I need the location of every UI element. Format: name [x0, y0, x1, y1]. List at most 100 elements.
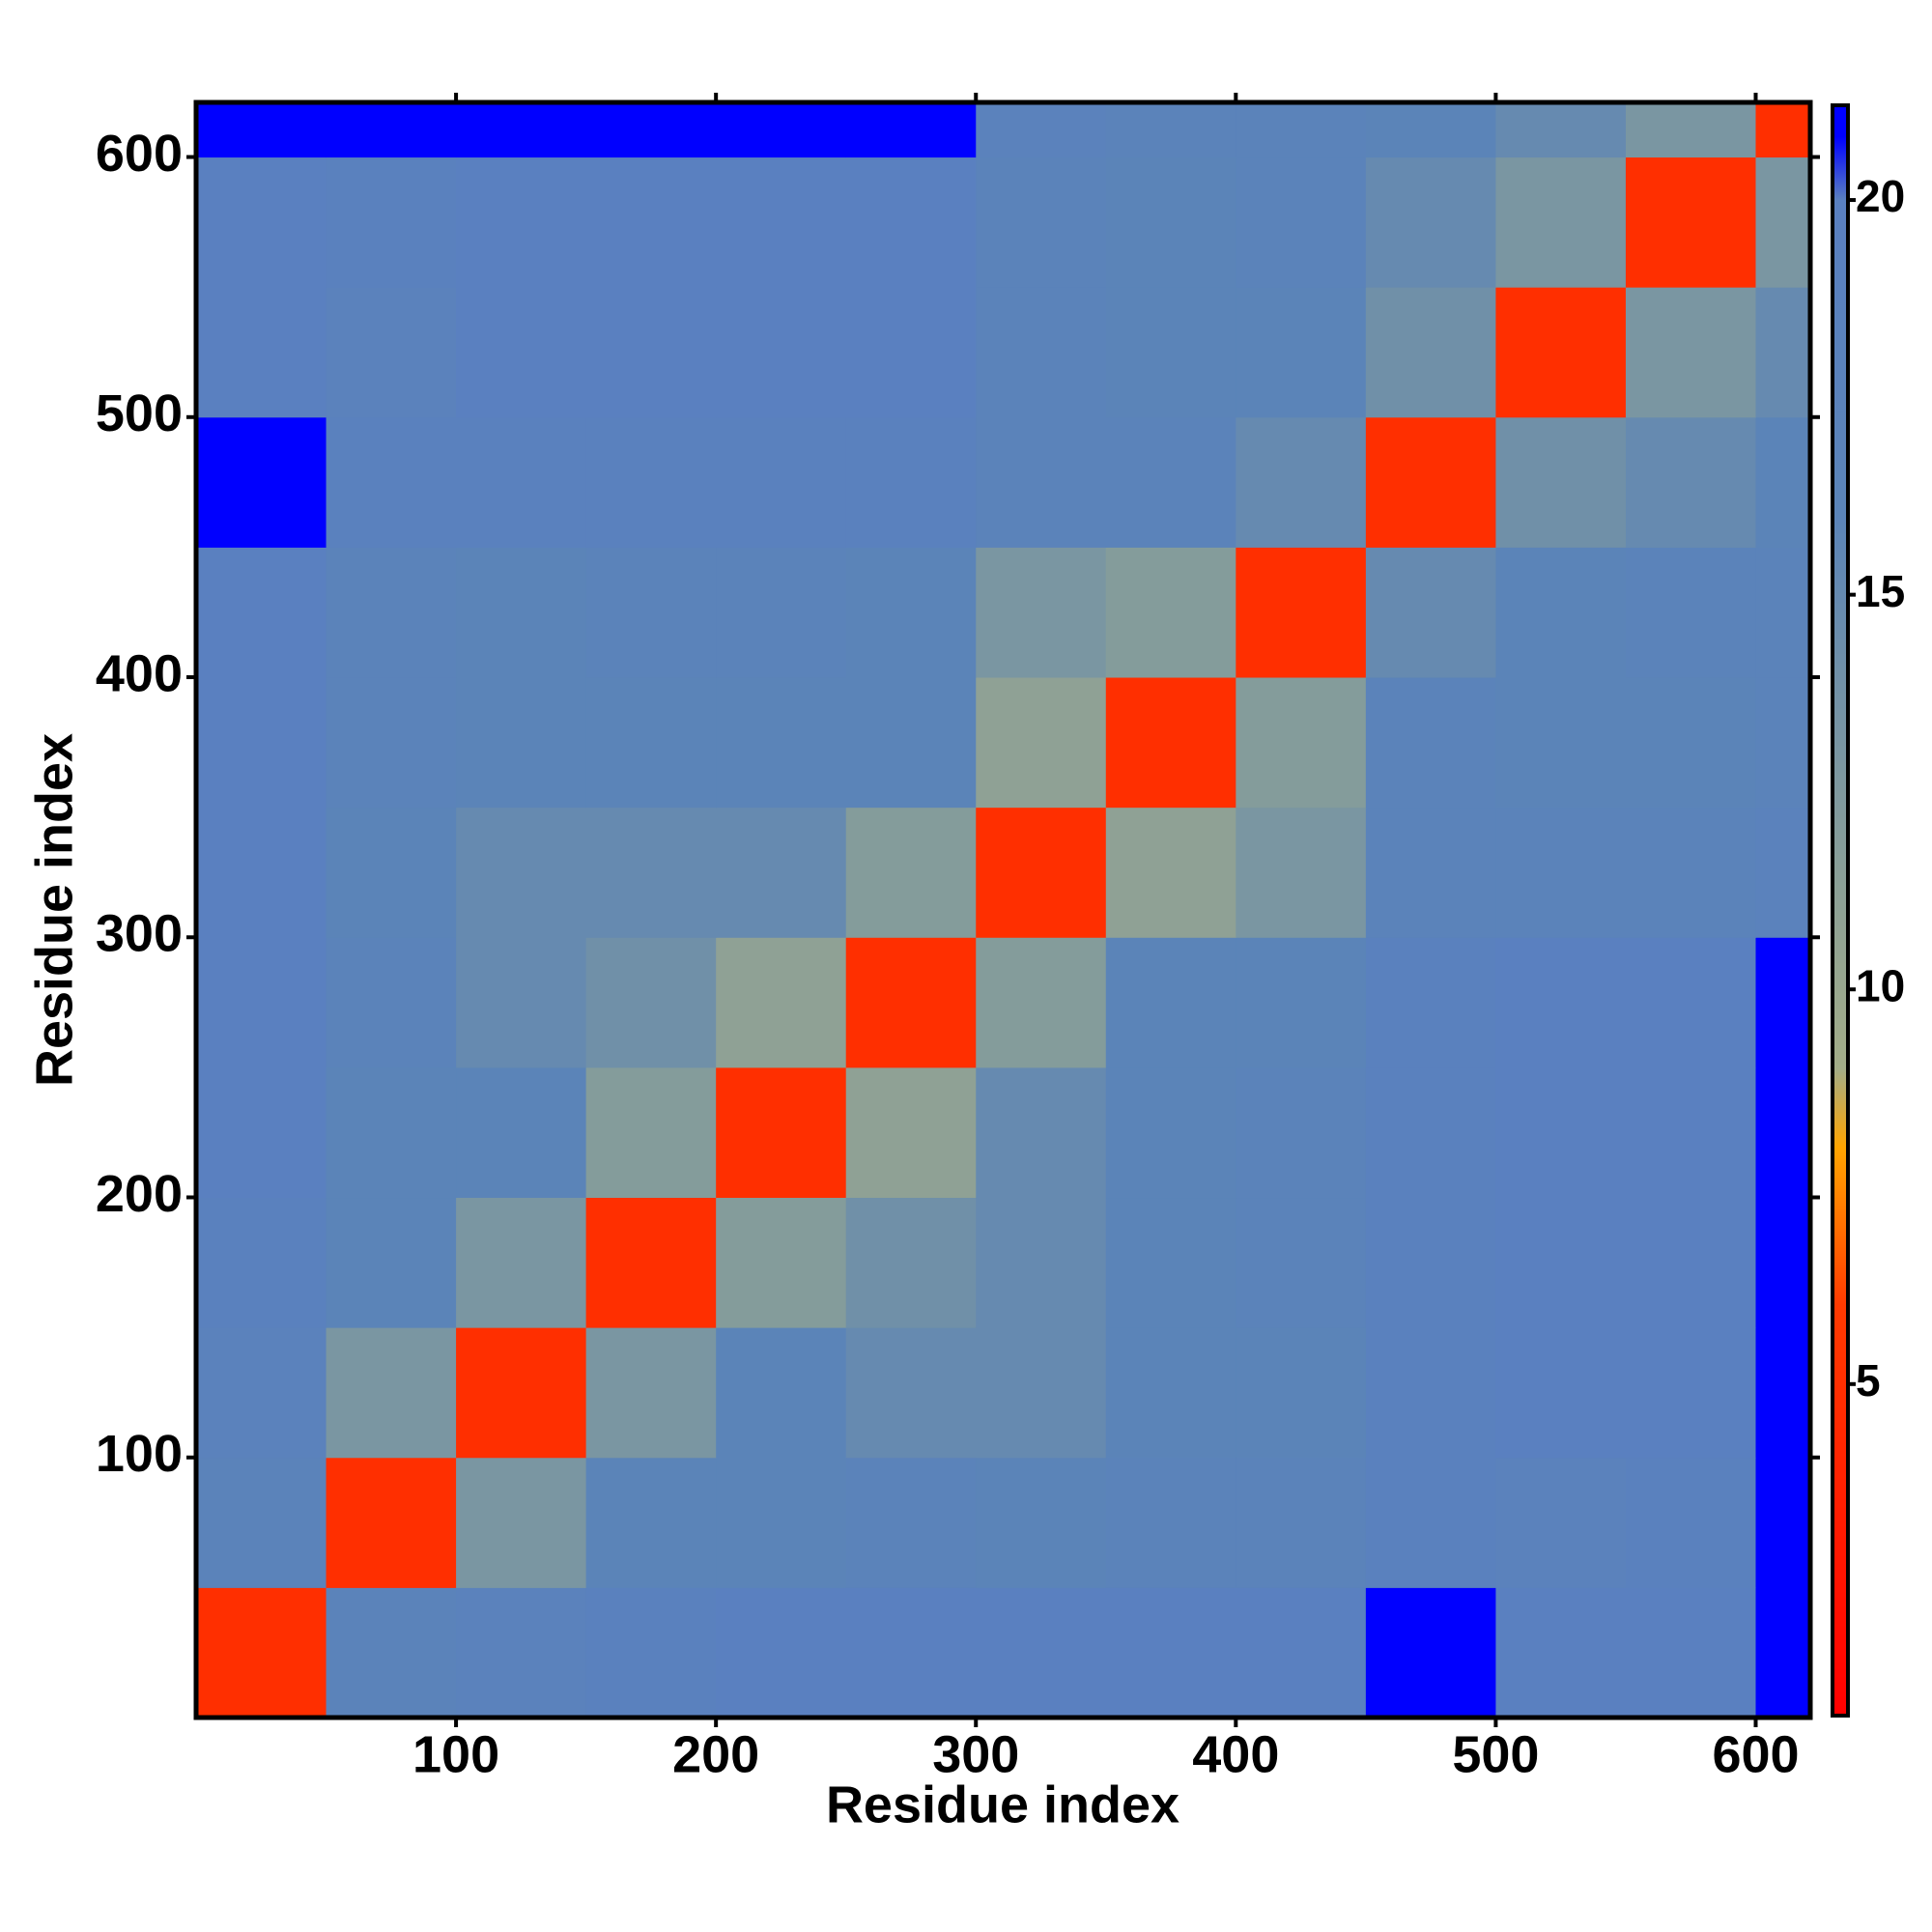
heatmap-cell — [1236, 416, 1367, 548]
heatmap-cell — [196, 807, 327, 938]
heatmap-cell — [1365, 416, 1496, 548]
heatmap-cell — [1105, 156, 1236, 288]
heatmap-cell — [196, 1197, 327, 1328]
heatmap-cell — [976, 1457, 1107, 1588]
colorbar-tick-label: 20 — [1856, 171, 1905, 221]
colorbar-tick-label: 15 — [1856, 566, 1905, 616]
heatmap-cell — [1495, 1587, 1627, 1719]
heatmap-cell — [1625, 677, 1756, 809]
x-tick-label: 300 — [932, 1725, 1019, 1783]
heatmap-cell — [976, 937, 1107, 1068]
heatmap-cell — [456, 1197, 587, 1328]
heatmap-cell — [1495, 1066, 1627, 1199]
heatmap-cell — [716, 807, 847, 938]
heatmap-cell — [326, 677, 457, 809]
heatmap-cell — [196, 102, 327, 158]
heatmap-cell — [456, 807, 587, 938]
heatmap-cell — [326, 1066, 457, 1199]
heatmap-cell — [1105, 547, 1236, 678]
heatmap-cell — [1105, 287, 1236, 418]
heatmap-cell — [456, 1066, 587, 1199]
heatmap-cell — [1495, 1197, 1627, 1328]
heatmap-cell — [1495, 1457, 1627, 1588]
x-tick-label: 200 — [672, 1725, 759, 1783]
heatmap-cell — [1495, 416, 1627, 548]
heatmap-cell — [1625, 287, 1756, 418]
heatmap-cell — [456, 156, 587, 288]
heatmap — [196, 102, 1811, 1719]
heatmap-cell — [976, 1066, 1107, 1199]
heatmap-cell — [1236, 287, 1367, 418]
heatmap-cell — [1105, 807, 1236, 938]
heatmap-cell — [326, 547, 457, 678]
heatmap-cell — [976, 1327, 1107, 1459]
heatmap-cell — [585, 1327, 717, 1459]
x-tick-label: 500 — [1452, 1725, 1539, 1783]
heatmap-cell — [1105, 1587, 1236, 1719]
heatmap-cell — [1105, 1327, 1236, 1459]
heatmap-cell — [456, 677, 587, 809]
heatmap-cell — [716, 547, 847, 678]
heatmap-cell — [1625, 1587, 1756, 1719]
heatmap-cell — [716, 1587, 847, 1719]
heatmap-cell — [845, 937, 977, 1068]
heatmap-cell — [1105, 416, 1236, 548]
heatmap-cell — [585, 102, 717, 158]
heatmap-cell — [1625, 937, 1756, 1068]
heatmap-cell — [845, 807, 977, 938]
heatmap-cell — [1625, 807, 1756, 938]
heatmap-cell — [326, 416, 457, 548]
heatmap-cell — [1236, 1327, 1367, 1459]
heatmap-cell — [1755, 287, 1811, 418]
heatmap-cell — [1236, 1066, 1367, 1199]
heatmap-cell — [716, 287, 847, 418]
heatmap-cell — [1755, 1327, 1811, 1459]
heatmap-cell — [716, 416, 847, 548]
heatmap-cell — [326, 937, 457, 1068]
colorbar-tick-label: 10 — [1856, 960, 1905, 1010]
heatmap-cell — [1755, 547, 1811, 678]
colorbar-tick-label: 5 — [1856, 1355, 1881, 1406]
heatmap-cell — [456, 416, 587, 548]
heatmap-cell — [976, 807, 1107, 938]
heatmap-cell — [1365, 1587, 1496, 1719]
heatmap-cell — [1495, 547, 1627, 678]
heatmap-cell — [976, 287, 1107, 418]
heatmap-cell — [456, 1327, 587, 1459]
heatmap-cell — [976, 416, 1107, 548]
heatmap-cell — [326, 1197, 457, 1328]
heatmap-cell — [1236, 156, 1367, 288]
heatmap-cell — [1625, 156, 1756, 288]
heatmap-cell — [585, 1457, 717, 1588]
heatmap-cell — [845, 1066, 977, 1199]
heatmap-cell — [716, 1327, 847, 1459]
heatmap-cell — [326, 1587, 457, 1719]
heatmap-cell — [196, 287, 327, 418]
heatmap-cell — [1755, 416, 1811, 548]
heatmap-cell — [456, 287, 587, 418]
heatmap-cell — [1495, 1327, 1627, 1459]
heatmap-cell — [1236, 102, 1367, 158]
heatmap-cell — [585, 677, 717, 809]
heatmap-cell — [585, 156, 717, 288]
heatmap-cell — [976, 677, 1107, 809]
heatmap-cell — [716, 1197, 847, 1328]
heatmap-cell — [1495, 677, 1627, 809]
heatmap-cell — [585, 937, 717, 1068]
y-axis-title: Residue index — [25, 733, 83, 1087]
heatmap-cell — [716, 102, 847, 158]
heatmap-cell — [976, 156, 1107, 288]
heatmap-cell — [845, 287, 977, 418]
heatmap-cell — [1365, 1197, 1496, 1328]
heatmap-cell — [976, 1587, 1107, 1719]
heatmap-cell — [456, 937, 587, 1068]
heatmap-cell — [1365, 1066, 1496, 1199]
heatmap-cell — [845, 1457, 977, 1588]
heatmap-cell — [1495, 102, 1627, 158]
heatmap-cell — [196, 1457, 327, 1588]
x-tick-label: 600 — [1712, 1725, 1799, 1783]
heatmap-cell — [845, 156, 977, 288]
y-tick-label: 400 — [96, 644, 183, 702]
heatmap-cell — [845, 547, 977, 678]
